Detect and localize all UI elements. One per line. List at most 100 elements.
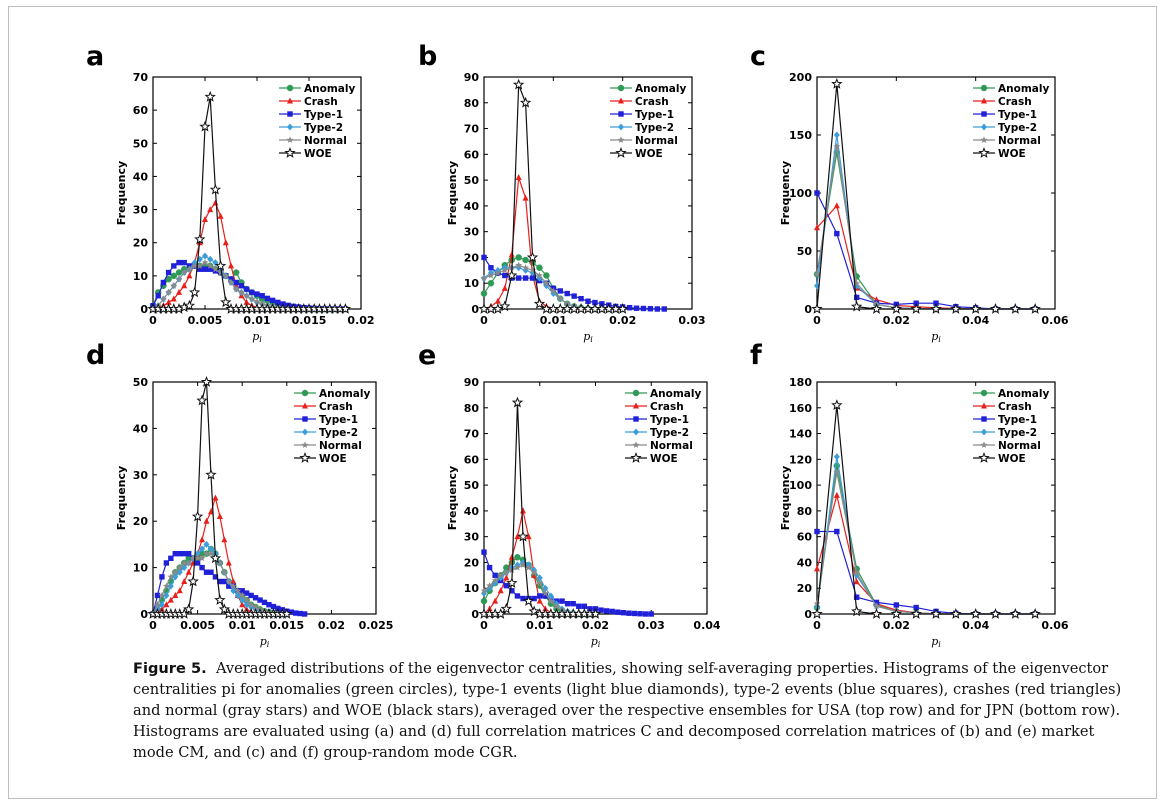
legend-item: Normal: [610, 135, 678, 147]
data-point: [853, 594, 860, 600]
legend-label: WOE: [304, 148, 332, 160]
legend-marker: [978, 452, 990, 463]
y-tick-label: 40: [797, 556, 813, 569]
chart-panel-c: c 0 50 100 150 200 0 0.02 0.04 0.06 Frequency pi Ano…: [750, 41, 1069, 344]
data-point: [234, 587, 242, 594]
data-point: [609, 608, 615, 615]
data-point: [890, 608, 903, 619]
y-tick-label: 50: [797, 245, 813, 258]
data-point: [522, 256, 529, 264]
legend-item: Type-1: [610, 109, 674, 121]
legend-item: Anomaly: [279, 83, 355, 95]
legend-marker: [618, 123, 624, 131]
data-point: [592, 299, 598, 306]
data-point: [301, 611, 308, 617]
data-point: [850, 300, 863, 312]
y-tick-label: 100: [789, 479, 812, 492]
data-point: [873, 602, 880, 610]
data-point: [890, 303, 903, 314]
data-point: [212, 494, 219, 501]
data-point: [514, 533, 521, 540]
data-point: [631, 610, 638, 617]
data-point: [201, 259, 209, 266]
data-point: [497, 571, 505, 579]
panel-label-f: f: [750, 340, 762, 371]
legend-item: Crash: [279, 96, 338, 108]
legend-label: WOE: [998, 453, 1026, 465]
y-tick-label: 200: [789, 71, 812, 84]
data-point: [517, 530, 529, 542]
data-point: [237, 288, 245, 296]
data-point: [850, 605, 863, 617]
data-point: [833, 453, 840, 461]
data-point: [511, 396, 524, 408]
x-axis-label: pi: [931, 330, 941, 344]
data-point: [501, 284, 508, 291]
legend-marker: [287, 123, 293, 131]
data-point: [175, 269, 183, 276]
data-point: [176, 568, 183, 576]
data-point: [536, 579, 544, 586]
data-point: [187, 575, 199, 587]
y-tick-label: 30: [133, 469, 149, 482]
y-axis-label: Frequency: [115, 161, 128, 225]
data-point: [834, 528, 840, 535]
data-point: [167, 596, 174, 603]
legend-marker: [284, 147, 296, 158]
y-tick-label: 80: [797, 505, 813, 518]
data-point: [177, 550, 183, 557]
data-point: [206, 262, 214, 269]
data-point: [181, 550, 187, 557]
series-line: [816, 192, 1036, 310]
legend-label: Type-2: [998, 122, 1037, 134]
legend-marker: [287, 111, 293, 117]
data-point: [165, 288, 173, 296]
data-point: [225, 577, 233, 585]
data-point: [199, 536, 206, 543]
legend-item: Type-1: [973, 109, 1037, 121]
x-tick-label: 0: [813, 314, 821, 327]
legend-item: Crash: [625, 401, 684, 413]
data-point: [207, 206, 214, 213]
legend-label: Type-1: [635, 109, 674, 121]
data-point: [196, 262, 204, 269]
data-point: [508, 251, 515, 258]
data-point: [503, 574, 510, 581]
x-axis-label: pi: [583, 330, 593, 344]
legend-marker: [618, 111, 624, 117]
data-point: [163, 560, 170, 566]
legend-marker: [286, 84, 294, 92]
data-point: [526, 251, 539, 263]
data-point: [293, 610, 299, 616]
data-point: [969, 608, 982, 619]
data-point: [603, 608, 610, 614]
data-point: [208, 569, 214, 575]
data-point: [813, 600, 821, 607]
data-point: [217, 212, 224, 219]
data-point: [205, 468, 217, 480]
data-point: [239, 601, 246, 608]
data-point: [183, 603, 195, 615]
data-point: [181, 564, 188, 572]
legend-label: Crash: [319, 401, 353, 413]
legend-marker: [302, 416, 308, 422]
legend-label: Crash: [998, 401, 1032, 413]
data-point: [547, 597, 555, 605]
y-tick-label: 140: [789, 428, 812, 441]
data-point: [339, 303, 352, 314]
x-tick-label: 0.01: [526, 619, 553, 632]
chart-panel-a: a 0 10 20 30 40 50 60 70 0 0.005 0.01 0.015 0.02 Frequ…: [86, 41, 375, 344]
data-point: [249, 289, 255, 296]
data-point: [180, 559, 188, 566]
data-point: [238, 283, 245, 289]
data-point: [557, 288, 563, 294]
data-point: [181, 259, 187, 266]
data-point: [264, 295, 271, 302]
legend-marker: [301, 389, 309, 397]
x-tick-label: 0.015: [269, 619, 304, 632]
legend-label: Anomaly: [319, 388, 370, 400]
y-tick-label: 60: [464, 148, 480, 161]
x-axis-label: pi: [591, 635, 601, 649]
legend-label: Crash: [304, 96, 338, 108]
